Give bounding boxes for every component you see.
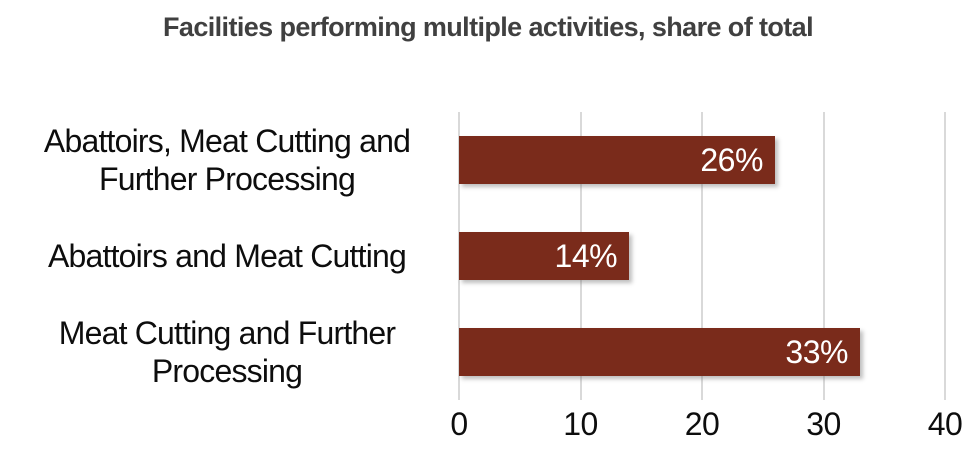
bar-value-label-0: 26% (700, 142, 763, 178)
category-label-1: Abattoirs and Meat Cutting (47, 238, 407, 274)
x-tick-label-40: 40 (927, 406, 963, 442)
bar-value-label-1: 14% (554, 238, 618, 274)
gridline-x-40 (944, 112, 946, 400)
x-tick-label-30: 30 (806, 406, 841, 442)
x-tick-label-0: 0 (450, 406, 468, 442)
category-label-2: Meat Cutting and Further Processing (58, 315, 396, 389)
bar-value-label-2: 33% (785, 334, 848, 370)
bar-0: 26% (459, 136, 775, 184)
gridline-x-30 (822, 112, 825, 400)
chart-title: Facilities performing multiple activitie… (163, 12, 814, 42)
bar-2: 33% (459, 328, 860, 376)
gridline-x-20 (701, 112, 703, 400)
category-label-0: Abattoirs, Meat Cutting and Further Proc… (43, 123, 411, 197)
bar-1: 14% (459, 232, 630, 280)
x-tick-label-10: 10 (563, 406, 598, 442)
plot-area: 26% 14% 33% (458, 112, 946, 400)
x-tick-label-20: 20 (684, 406, 720, 442)
